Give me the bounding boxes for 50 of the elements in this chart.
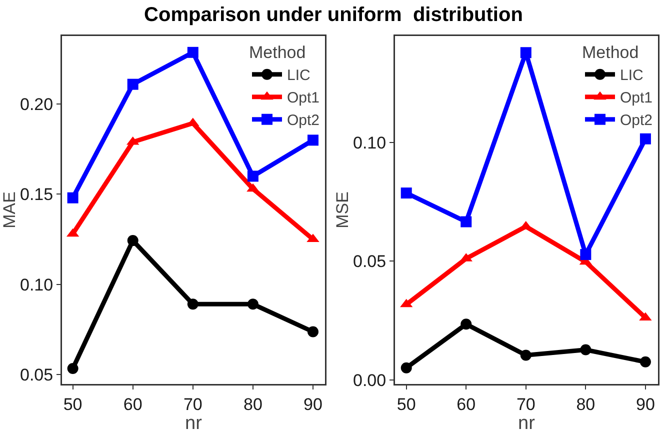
point: [460, 318, 472, 330]
x-axis-title: nr: [185, 413, 203, 434]
legend-title: Method: [249, 43, 306, 62]
y-tick-label: 0.10: [353, 133, 386, 152]
point: [640, 356, 651, 368]
legend-label: LIC: [287, 67, 311, 84]
point: [640, 133, 651, 144]
point: [187, 46, 198, 58]
point: [400, 362, 412, 374]
x-tick-label: 80: [243, 394, 262, 414]
y-axis-title: MAE: [0, 192, 19, 228]
x-tick-label: 90: [636, 394, 655, 414]
x-tick-label: 60: [456, 394, 476, 414]
point: [580, 344, 592, 356]
y-tick-label: 0.20: [20, 95, 54, 114]
point: [247, 298, 258, 310]
x-tick-label: 90: [304, 394, 322, 414]
legend-title: Method: [582, 43, 639, 62]
point: [67, 192, 78, 204]
x-axis-title: nr: [518, 413, 536, 434]
x-tick-label: 80: [576, 394, 596, 414]
point: [67, 363, 78, 374]
legend-label: Opt2: [620, 112, 653, 130]
point: [187, 298, 198, 310]
y-tick-label: 0.00: [353, 370, 386, 390]
point: [520, 350, 532, 361]
point: [400, 188, 412, 199]
point: [460, 216, 472, 228]
y-tick-label: 0.05: [20, 365, 54, 384]
x-tick-label: 70: [516, 394, 536, 414]
chart-title: Comparison under uniform distribution: [143, 3, 524, 28]
legend-label: Opt1: [620, 90, 653, 107]
y-tick-label: 0.10: [20, 275, 54, 294]
y-axis-title: MSE: [333, 192, 352, 228]
x-tick-label: 70: [183, 394, 202, 414]
point: [307, 326, 318, 338]
point: [307, 134, 318, 146]
legend-label: LIC: [620, 67, 644, 84]
legend-label: Opt2: [287, 112, 320, 130]
point: [127, 78, 138, 90]
y-tick-label: 0.05: [353, 252, 386, 272]
legend-label: Opt1: [287, 90, 320, 107]
point: [520, 47, 532, 58]
x-tick-label: 50: [396, 394, 416, 414]
y-tick-label: 0.15: [20, 185, 54, 204]
point: [127, 235, 138, 246]
x-tick-label: 60: [123, 394, 142, 414]
x-tick-label: 50: [63, 394, 82, 414]
point: [247, 170, 258, 182]
point: [580, 249, 592, 260]
